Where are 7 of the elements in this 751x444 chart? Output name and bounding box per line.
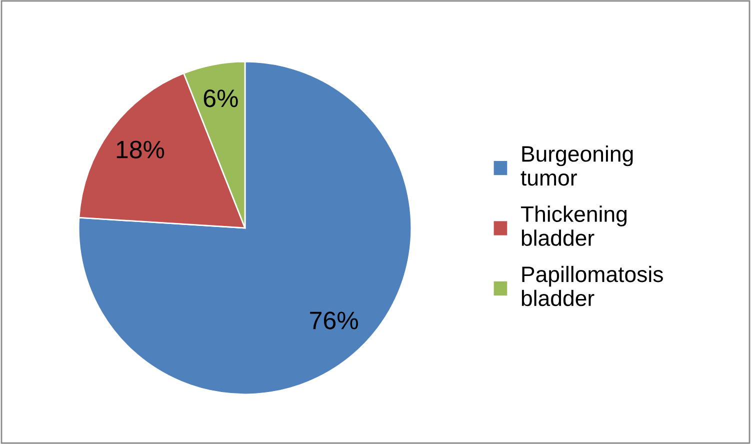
legend-label: Thickening bladder <box>520 206 626 246</box>
legend-label: Papillomatosis bladder <box>522 266 663 306</box>
legend-label: Burgeoning tumor <box>520 145 633 186</box>
pie-slice <box>78 60 412 396</box>
data-label: 6% <box>204 90 238 108</box>
data-label: 18% <box>116 140 164 158</box>
data-label: 76% <box>310 312 358 330</box>
